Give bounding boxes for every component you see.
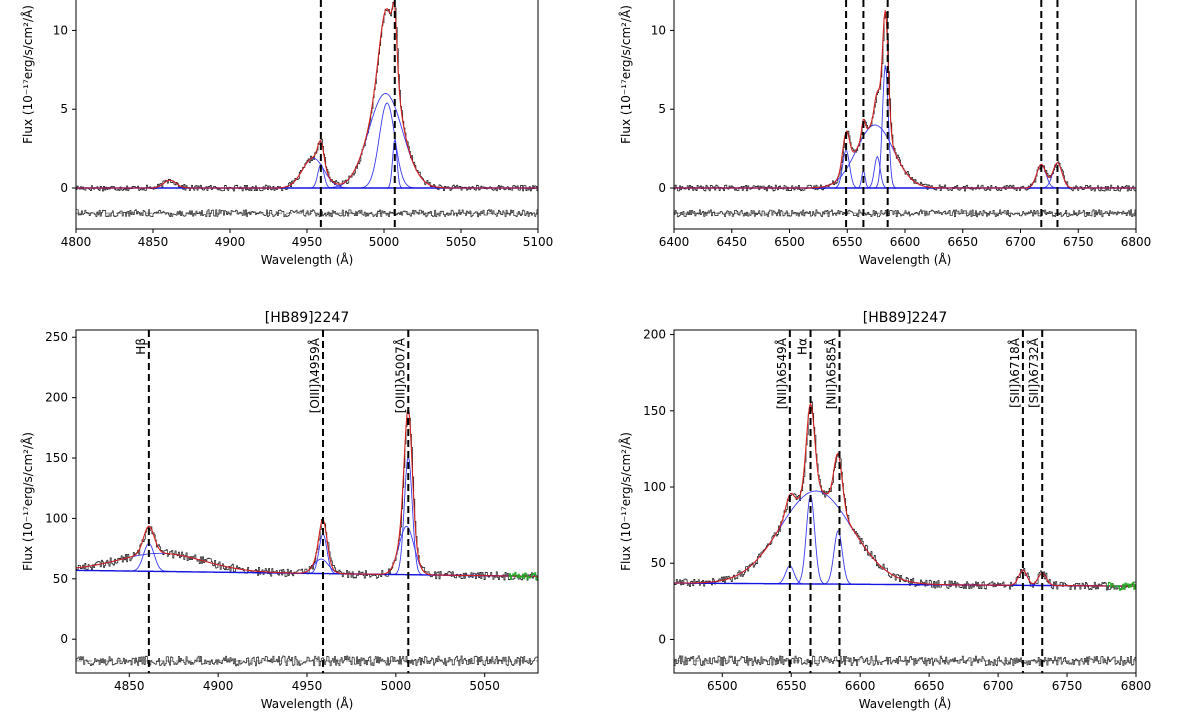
residual-spectrum <box>76 655 538 667</box>
component-2 <box>674 494 1136 587</box>
x-tick-label: 6650 <box>947 235 978 249</box>
x-tick-label: 6600 <box>890 235 921 249</box>
panel-top-left: 4800 4850 4900 4950 5000 5050 5100 0 5 10 Waveleng… <box>20 0 553 267</box>
axes-frame <box>673 0 1137 230</box>
x-tick-label: 6400 <box>659 235 690 249</box>
component-4 <box>76 164 538 189</box>
residual-spectrum <box>674 209 1136 218</box>
x-axis-label: Wavelength (Å) <box>261 252 354 267</box>
component-4 <box>674 65 1136 189</box>
x-tick-label: 4900 <box>215 235 246 249</box>
panel-bottom-right: [NII]λ6549Å Hα [NII]λ6585Å [SII]λ6718Å [SII]… <box>618 310 1151 711</box>
y-tick-label: 200 <box>643 328 666 342</box>
chart-title: [HB89]2247 <box>863 310 948 326</box>
y-tick-label: 0 <box>658 181 666 195</box>
x-tick-label: 6600 <box>845 679 876 693</box>
component-3 <box>674 530 1136 587</box>
component-0 <box>674 124 1136 189</box>
y-axis-label: Flux (10⁻¹⁷erg/s/cm²/Å) <box>618 432 633 571</box>
axes-frame <box>673 329 1137 674</box>
y-tick-label: 10 <box>651 23 666 37</box>
x-tick-label: 4950 <box>292 235 323 249</box>
x-tick-label: 4850 <box>138 235 169 249</box>
component-3 <box>76 102 538 189</box>
y-tick-label: 5 <box>658 102 666 116</box>
y-axis-label: Flux (10⁻¹⁷erg/s/cm²/Å) <box>20 5 35 144</box>
y-tick-label: 100 <box>643 480 666 494</box>
y-tick-label: 150 <box>643 404 666 418</box>
y-axis-label: Flux (10⁻¹⁷erg/s/cm²/Å) <box>20 432 35 571</box>
y-tick-label: 100 <box>45 511 68 525</box>
component-5 <box>76 139 538 189</box>
y-axis-label: Flux (10⁻¹⁷erg/s/cm²/Å) <box>618 5 633 144</box>
x-tick-label: 6500 <box>774 235 805 249</box>
x-tick-label: 4800 <box>61 235 92 249</box>
x-axis-label: Wavelength (Å) <box>859 252 952 267</box>
axes-frame <box>75 329 539 674</box>
line-label: Hα <box>796 338 810 355</box>
line-label: [SII]λ6718Å <box>1007 337 1022 408</box>
x-tick-label: 4950 <box>292 679 323 693</box>
y-tick-label: 0 <box>658 632 666 646</box>
x-tick-label: 5100 <box>523 235 554 249</box>
line-label: [OIII]λ4959Å <box>307 337 322 413</box>
plot-area <box>674 0 1136 229</box>
x-tick-label: 5050 <box>469 679 500 693</box>
component-2 <box>76 93 538 189</box>
x-tick-label: 4900 <box>203 679 234 693</box>
x-tick-label: 6800 <box>1121 679 1152 693</box>
x-tick-label: 6450 <box>716 235 747 249</box>
y-tick-label: 50 <box>53 572 68 586</box>
x-tick-label: 6500 <box>707 679 738 693</box>
x-tick-label: 6650 <box>914 679 945 693</box>
observed-spectrum <box>76 410 538 581</box>
x-tick-label: 4850 <box>114 679 145 693</box>
plot-area <box>674 330 1136 673</box>
chart-title: [HB89]2247 <box>265 310 350 326</box>
plot-area <box>76 330 538 673</box>
panel-top-right: 6400 6450 6500 6550 6600 6650 6700 6750 6800 0 5 10… <box>618 0 1151 267</box>
residual-spectrum <box>674 655 1136 667</box>
y-tick-label: 150 <box>45 451 68 465</box>
y-tick-label: 50 <box>651 556 666 570</box>
x-tick-label: 5000 <box>381 679 412 693</box>
line-label: Hβ <box>134 338 148 355</box>
x-axis-label: Wavelength (Å) <box>261 696 354 711</box>
line-label: [NII]λ6585Å <box>823 337 838 409</box>
x-tick-label: 6700 <box>983 679 1014 693</box>
axes-frame <box>75 0 539 230</box>
x-tick-label: 6550 <box>832 235 863 249</box>
model-fit <box>674 402 1136 587</box>
y-tick-label: 5 <box>60 102 68 116</box>
panel-bottom-left: Hβ [OIII]λ4959Å [OIII]λ5007Å 4850 4900 4950 50… <box>20 310 539 711</box>
y-tick-label: 250 <box>45 330 68 344</box>
y-tick-label: 10 <box>53 23 68 37</box>
x-tick-label: 5000 <box>369 235 400 249</box>
line-label: [SII]λ6732Å <box>1026 337 1041 408</box>
observed-spectrum <box>674 12 1136 192</box>
component-4 <box>76 456 538 577</box>
x-tick-label: 6800 <box>1121 235 1152 249</box>
x-tick-label: 5050 <box>446 235 477 249</box>
x-tick-label: 6750 <box>1052 679 1083 693</box>
model-fit <box>76 409 538 577</box>
residual-spectrum <box>76 209 538 218</box>
x-tick-label: 6550 <box>776 679 807 693</box>
line-label: [NII]λ6549Å <box>774 337 789 409</box>
plot-area <box>76 0 538 229</box>
x-axis-label: Wavelength (Å) <box>859 696 952 711</box>
y-tick-label: 0 <box>60 632 68 646</box>
y-tick-label: 200 <box>45 391 68 405</box>
x-tick-label: 6700 <box>1005 235 1036 249</box>
y-tick-label: 0 <box>60 181 68 195</box>
model-fit <box>76 1 538 189</box>
masked-region <box>508 571 538 581</box>
masked-region <box>1106 581 1136 591</box>
line-label: [OIII]λ5007Å <box>392 337 407 413</box>
x-tick-label: 6750 <box>1063 235 1094 249</box>
model-fit <box>674 10 1136 189</box>
observed-spectrum <box>674 401 1136 591</box>
